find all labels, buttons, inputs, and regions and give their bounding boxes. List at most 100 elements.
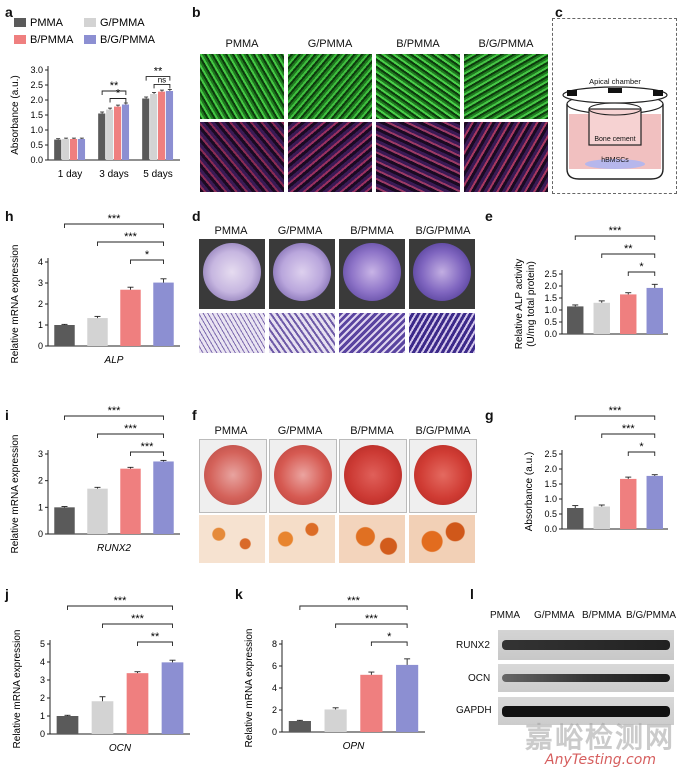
wb-header-pmma: PMMA [490,610,520,621]
y-tick-label: 4 [38,257,43,267]
significance-bracket [97,433,164,438]
green-micrograph-pmma [200,54,284,119]
bar-pmma [54,325,75,346]
d-label-gpmma: G/PMMA [277,225,323,237]
wb-blot-gapdh [498,697,674,725]
bar-gpmma [324,709,347,732]
y-tick-label: 2.0 [544,281,557,291]
ars-well-bgpmma [409,439,477,513]
significance-bracket [109,98,127,103]
significance-bracket [137,641,173,646]
y-tick-label: 1.0 [30,125,43,135]
bar-gpmma [593,506,610,529]
green-micrograph-gpmma [288,54,372,119]
y-tick-label: 0.0 [544,524,557,534]
y-tick-label: 1 [40,711,45,721]
wb-row-ocn: OCN [468,673,491,684]
y-tick-label: 2.0 [30,95,43,105]
significance-label: *** [108,213,122,225]
alp-micro-bpmma [339,313,405,353]
legend-label: PMMA [30,17,64,29]
significance-label: *** [131,613,145,625]
bar-bpmma [620,294,637,334]
panel-letter-b: b [192,4,201,20]
y-tick-label: 1.0 [544,494,557,504]
significance-bracket [601,433,656,438]
photo-label-gpmma: G/PMMA [307,38,353,50]
x-axis-label: RUNX2 [97,543,131,554]
panel-letter-f: f [192,407,197,423]
panel-letter-k: k [235,586,243,602]
significance-bracket [67,605,173,610]
significance-bracket [101,90,127,95]
alp-micro-bgpmma [409,313,475,353]
x-tick-label: 5 days [143,169,172,180]
panel-c: Apical chamber Bone cement hBMSCs [552,18,677,194]
significance-label: * [145,249,150,261]
alp-micro-gpmma [269,313,335,353]
significance-label: * [639,441,644,453]
bar [77,139,86,160]
wb-row-gapdh: GAPDH [456,705,492,716]
y-tick-label: 0.5 [544,317,557,327]
significance-label: * [639,261,644,273]
bar [98,113,106,160]
label-bone-cement: Bone cement [594,136,635,143]
d-label-bgpmma: B/G/PMMA [415,225,471,237]
legend-label: B/G/PMMA [100,34,156,46]
bar [150,94,158,160]
transwell-schematic: Apical chamber Bone cement hBMSCs [562,77,668,180]
ars-micro-pmma [199,515,265,563]
bar [54,139,62,160]
panel-letter-g: g [485,407,494,423]
y-tick-label: 0 [40,729,45,739]
panel-f: PMMA G/PMMA B/PMMA B/G/PMMA [195,425,480,575]
significance-label: *** [347,595,361,607]
wb-header-gpmma: G/PMMA [534,610,575,621]
y-axis-label: Relative ALP activity [514,259,525,349]
bar [62,139,70,160]
red-micrograph-gpmma [288,122,372,192]
significance-label: *** [124,423,138,435]
wb-header-bpmma: B/PMMA [582,610,622,621]
significance-bracket [335,623,408,628]
bar-bgpmma [161,662,184,734]
significance-bracket [299,605,408,610]
wb-blot-ocn [498,664,674,692]
watermark-cn: 嘉峪检测网 [525,721,676,754]
significance-bracket [370,641,408,646]
x-axis-label: OCN [109,743,132,754]
y-tick-label: 2 [40,693,45,703]
bar-bpmma [126,673,149,734]
bar-bpmma [120,289,141,346]
y-tick-label: 0 [38,529,43,539]
ars-well-pmma [199,439,267,513]
bar-pmma [567,306,584,334]
wb-blot-runx2 [498,630,674,660]
bar [165,91,174,160]
y-tick-label: 1 [38,320,43,330]
significance-label: ** [151,631,160,643]
green-micrograph-bgpmma [464,54,548,119]
ars-well-bpmma [339,439,407,513]
y-tick-label: 1 [38,502,43,512]
bar-gpmma [87,318,108,346]
y-tick-label: 1.0 [544,305,557,315]
significance-label: *** [622,423,636,435]
panel-letter-h: h [5,208,14,224]
bar-bgpmma [396,664,419,732]
legend-swatch [84,18,96,27]
wb-header-bgpmma: B/G/PMMA [626,610,677,621]
photo-label-bgpmma: B/G/PMMA [478,38,534,50]
x-tick-label: 3 days [99,169,128,180]
bar-bgpmma [153,282,174,346]
y-tick-label: 1.5 [544,479,557,489]
significance-bracket [627,451,656,456]
significance-bracket [574,415,656,420]
y-tick-label: 2.5 [544,269,557,279]
y-tick-label: 2.5 [544,449,557,459]
bar [106,109,114,160]
